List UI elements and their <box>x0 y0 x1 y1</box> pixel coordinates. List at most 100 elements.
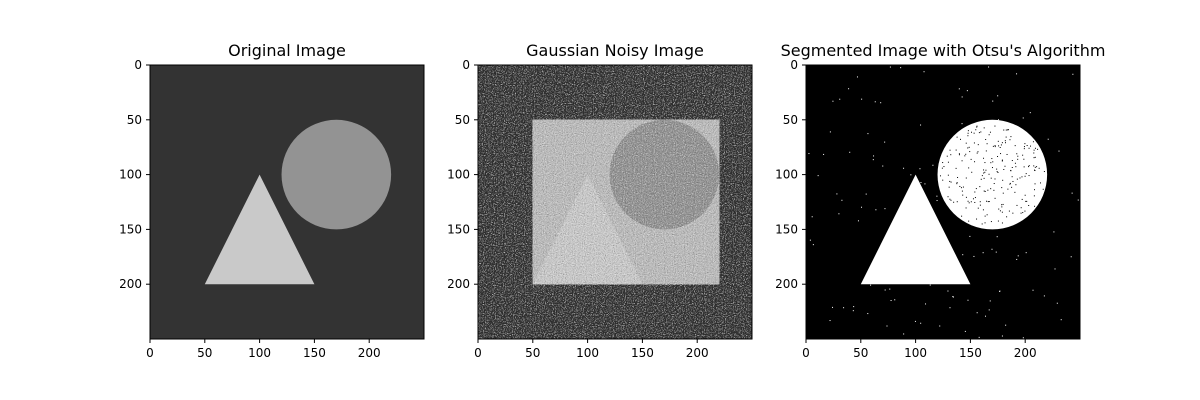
pepper-speck <box>1017 155 1019 157</box>
y-tick-label: 150 <box>119 222 142 236</box>
salt-speck <box>884 141 886 143</box>
salt-speck <box>829 131 831 133</box>
pepper-speck <box>993 183 995 185</box>
pepper-speck <box>1006 216 1008 218</box>
pepper-speck <box>974 197 976 199</box>
salt-speck <box>903 333 905 335</box>
salt-speck <box>1024 152 1026 154</box>
salt-speck <box>836 193 838 195</box>
pepper-speck <box>1042 188 1044 190</box>
salt-speck <box>849 151 851 153</box>
pepper-speck <box>977 207 979 209</box>
salt-speck <box>890 300 892 302</box>
pepper-speck <box>990 162 992 164</box>
pepper-speck <box>955 167 957 169</box>
salt-speck <box>811 216 813 218</box>
pepper-speck <box>975 188 977 190</box>
pepper-speck <box>980 178 982 180</box>
pepper-speck <box>1032 141 1034 143</box>
pepper-speck <box>1017 158 1019 160</box>
pepper-speck <box>984 190 986 192</box>
pepper-speck <box>1015 184 1017 186</box>
pepper-speck <box>961 190 963 192</box>
salt-speck <box>843 307 845 309</box>
salt-speck <box>829 320 831 322</box>
pepper-speck <box>964 155 966 157</box>
salt-speck <box>924 183 926 185</box>
pepper-speck <box>1014 162 1016 164</box>
x-tick-label: 100 <box>904 346 927 360</box>
pepper-speck <box>947 196 949 198</box>
salt-speck <box>838 213 840 215</box>
pepper-speck <box>1016 204 1018 206</box>
pepper-speck <box>986 143 988 145</box>
salt-speck <box>995 251 997 253</box>
salt-speck <box>883 281 885 283</box>
pepper-speck <box>1003 168 1005 170</box>
y-tick-label: 200 <box>119 277 142 291</box>
salt-speck <box>984 148 986 150</box>
y-tick-label: 0 <box>462 58 470 72</box>
image-shapes <box>532 119 720 285</box>
salt-speck <box>1001 335 1003 337</box>
pepper-speck <box>996 171 998 173</box>
pepper-speck <box>949 198 951 200</box>
salt-speck <box>861 206 863 208</box>
salt-speck <box>967 299 969 301</box>
pepper-speck <box>1039 182 1041 184</box>
panel-title: Original Image <box>228 41 346 60</box>
pepper-speck <box>980 131 982 133</box>
pepper-speck <box>983 127 985 129</box>
salt-speck <box>867 313 869 315</box>
panel-segmented-image: Segmented Image with Otsu's Algorithm 0 5… <box>775 41 1105 360</box>
salt-speck <box>823 153 825 155</box>
pepper-speck <box>948 186 950 188</box>
pepper-speck <box>1001 142 1003 144</box>
salt-speck <box>920 124 922 126</box>
x-tick-label: 200 <box>358 346 381 360</box>
salt-speck <box>874 101 876 103</box>
pepper-speck <box>991 158 993 160</box>
salt-speck <box>936 195 938 197</box>
pepper-speck <box>1001 222 1003 224</box>
pepper-speck <box>1010 169 1012 171</box>
salt-speck <box>867 133 869 135</box>
pepper-speck <box>1022 212 1024 214</box>
pepper-speck <box>1004 165 1006 167</box>
pepper-speck <box>1004 142 1006 144</box>
salt-speck <box>882 165 884 167</box>
salt-speck <box>1016 73 1018 75</box>
pepper-speck <box>1001 204 1003 206</box>
pepper-speck <box>994 197 996 199</box>
salt-speck <box>987 144 989 146</box>
pepper-speck <box>967 200 969 202</box>
salt-speck <box>903 167 905 169</box>
pepper-speck <box>1026 200 1028 202</box>
pepper-speck <box>967 132 969 134</box>
pepper-speck <box>1026 145 1028 147</box>
pepper-speck <box>976 218 978 220</box>
pepper-speck <box>961 160 963 162</box>
pepper-speck <box>998 208 1000 210</box>
pepper-speck <box>1003 129 1005 131</box>
salt-speck <box>989 300 991 302</box>
pepper-speck <box>1004 140 1006 142</box>
x-tick-label: 100 <box>248 346 271 360</box>
pepper-speck <box>1024 194 1026 196</box>
pepper-speck <box>971 131 973 133</box>
salt-speck <box>1054 268 1056 270</box>
pepper-speck <box>971 171 973 173</box>
salt-speck <box>989 198 991 200</box>
y-tick-label: 150 <box>775 222 798 236</box>
pepper-speck <box>939 175 941 177</box>
pepper-speck <box>1024 143 1026 145</box>
salt-speck <box>952 296 954 298</box>
pepper-speck <box>1024 210 1026 212</box>
pepper-speck <box>1000 153 1002 155</box>
pepper-speck <box>983 190 985 192</box>
salt-speck <box>966 90 968 92</box>
salt-speck <box>925 303 927 305</box>
salt-speck <box>1047 138 1049 140</box>
pepper-speck <box>994 125 996 127</box>
